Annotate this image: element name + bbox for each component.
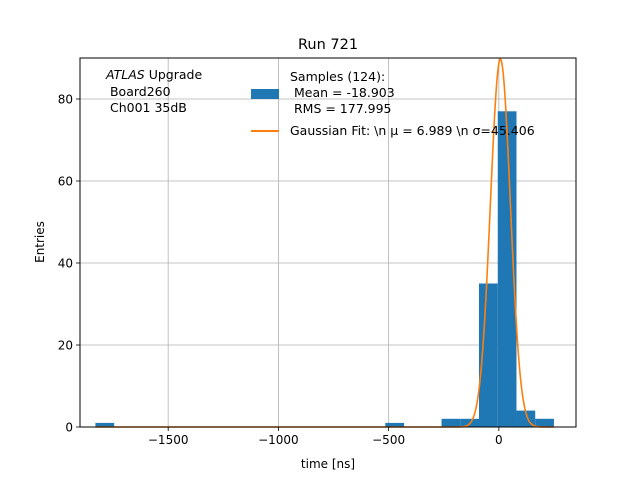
legend-histogram-label-3: RMS = 177.995 [290,101,392,116]
legend-histogram-label-1: Samples (124): [290,69,385,84]
y-axis-ticks: 0 20 40 60 80 [58,93,80,435]
histogram-bar [535,418,554,427]
atlas-annotation: ATLAS Upgrade Board260 Ch001 35dB [105,67,202,115]
annotation-line-1: ATLAS Upgrade [105,67,202,82]
legend: Samples (124): Mean = -18.903 RMS = 177.… [251,69,535,138]
histogram-bar [479,283,498,427]
x-axis-label: time [ns] [301,457,355,471]
histogram-bar [497,111,517,428]
y-tick-label: 80 [58,93,73,107]
x-tick-label: −1000 [258,433,299,447]
x-tick-label: 0 [495,433,503,447]
y-tick-label: 0 [65,421,73,435]
histogram-bar [441,418,461,427]
chart-title: Run 721 [298,37,358,53]
legend-fit-label: Gaussian Fit: \n μ = 6.989 \n σ=45.406 [290,123,535,138]
y-tick-label: 20 [58,339,73,353]
legend-histogram-label-2: Mean = -18.903 [290,85,395,100]
annotation-line-2: Board260 [106,84,171,99]
histogram-bars [95,111,554,428]
y-tick-label: 60 [58,175,73,189]
y-axis-label: Entries [33,221,47,263]
plot-frame [79,57,577,428]
y-tick-label: 40 [58,257,73,271]
histogram-bar [385,422,405,427]
x-axis-ticks: −1500 −1000 −500 0 [148,427,503,447]
x-tick-label: −500 [372,433,405,447]
x-tick-label: −1500 [148,433,189,447]
annotation-line-3: Ch001 35dB [106,100,187,115]
histogram-bar [95,422,115,427]
legend-histogram-patch [251,89,279,99]
